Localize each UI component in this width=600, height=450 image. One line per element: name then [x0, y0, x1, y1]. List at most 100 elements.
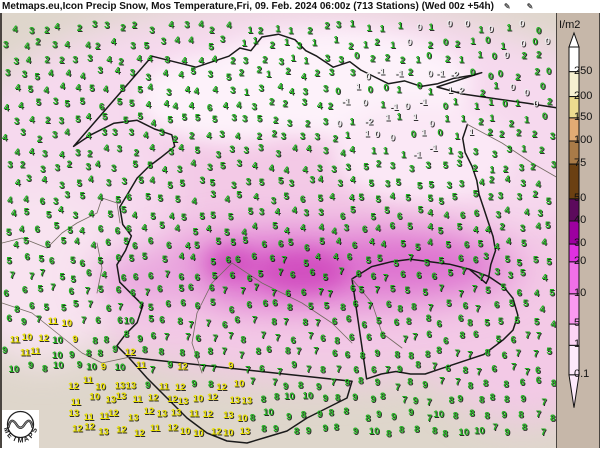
svg-text:8: 8	[177, 316, 183, 327]
svg-text:3: 3	[26, 173, 31, 184]
svg-text:7: 7	[455, 377, 460, 388]
svg-text:6: 6	[290, 269, 295, 280]
svg-text:6: 6	[332, 316, 337, 327]
svg-text:5: 5	[121, 205, 127, 216]
svg-text:4: 4	[136, 54, 142, 65]
svg-text:3: 3	[112, 127, 117, 138]
svg-text:10: 10	[180, 426, 191, 437]
svg-text:12: 12	[108, 408, 119, 419]
svg-text:4: 4	[191, 196, 197, 207]
svg-text:4: 4	[162, 164, 168, 175]
svg-text:2: 2	[445, 54, 450, 65]
svg-text:3: 3	[483, 251, 488, 262]
svg-text:3: 3	[287, 118, 292, 129]
svg-text:3: 3	[130, 41, 135, 52]
svg-text:2: 2	[480, 88, 485, 99]
svg-text:4: 4	[15, 177, 21, 188]
svg-text:6: 6	[458, 313, 463, 324]
svg-text:7: 7	[222, 346, 227, 357]
svg-text:5: 5	[546, 196, 552, 207]
svg-text:5: 5	[478, 238, 484, 249]
svg-text:7: 7	[479, 272, 484, 283]
svg-text:6: 6	[380, 330, 385, 341]
svg-text:5: 5	[428, 180, 434, 191]
svg-text:6: 6	[362, 224, 367, 235]
svg-text:0: 0	[383, 83, 388, 94]
svg-text:3: 3	[14, 116, 19, 127]
svg-text:0: 0	[374, 129, 379, 140]
svg-text:2: 2	[307, 26, 312, 37]
svg-text:5: 5	[452, 191, 458, 202]
svg-text:4: 4	[60, 81, 66, 92]
svg-text:4: 4	[212, 54, 218, 65]
svg-text:6: 6	[474, 208, 479, 219]
svg-text:5: 5	[417, 181, 423, 192]
svg-text:8: 8	[442, 429, 448, 440]
svg-text:8: 8	[271, 317, 277, 328]
svg-text:9: 9	[323, 393, 328, 404]
svg-text:S: S	[31, 427, 39, 434]
svg-text:8: 8	[394, 349, 400, 360]
svg-text:5: 5	[498, 316, 504, 327]
svg-text:3: 3	[473, 147, 478, 158]
svg-text:4: 4	[143, 130, 149, 141]
svg-text:2: 2	[262, 54, 267, 65]
svg-text:5: 5	[28, 84, 34, 95]
svg-text:6: 6	[229, 305, 234, 316]
svg-text:6: 6	[269, 253, 274, 264]
svg-text:8: 8	[14, 304, 20, 315]
svg-text:2: 2	[77, 23, 82, 34]
svg-text:4: 4	[174, 223, 180, 234]
svg-text:3: 3	[184, 19, 189, 30]
svg-text:1: 1	[288, 25, 294, 36]
svg-text:9: 9	[345, 378, 350, 389]
svg-text:5: 5	[212, 114, 218, 125]
svg-text:7: 7	[439, 283, 444, 294]
svg-text:4: 4	[14, 147, 20, 158]
svg-text:0: 0	[368, 84, 373, 95]
svg-text:7: 7	[261, 330, 266, 341]
svg-text:5: 5	[175, 194, 181, 205]
svg-text:10: 10	[52, 335, 63, 346]
svg-text:5: 5	[248, 206, 254, 217]
svg-text:9: 9	[112, 344, 117, 355]
svg-text:3: 3	[111, 163, 116, 174]
svg-text:4: 4	[206, 224, 212, 235]
svg-text:3: 3	[208, 69, 213, 80]
svg-text:8: 8	[302, 317, 308, 328]
svg-text:12: 12	[134, 428, 145, 439]
svg-text:2: 2	[44, 25, 49, 36]
svg-text:5: 5	[363, 162, 369, 173]
svg-text:5: 5	[272, 220, 278, 231]
svg-text:2: 2	[489, 175, 494, 186]
svg-text:5: 5	[6, 256, 12, 267]
svg-text:5: 5	[59, 272, 65, 283]
svg-text:1: 1	[303, 56, 309, 67]
svg-text:3: 3	[207, 162, 212, 173]
svg-text:3: 3	[517, 192, 522, 203]
svg-text:1: 1	[453, 97, 459, 108]
svg-text:5: 5	[438, 226, 444, 237]
svg-text:7: 7	[458, 289, 463, 300]
svg-text:0: 0	[426, 50, 431, 61]
svg-text:5: 5	[448, 267, 454, 278]
svg-text:5: 5	[375, 194, 381, 205]
svg-text:3: 3	[106, 177, 111, 188]
svg-text:2: 2	[376, 158, 381, 169]
svg-text:5: 5	[129, 98, 135, 109]
svg-text:6: 6	[159, 314, 164, 325]
svg-text:4: 4	[185, 241, 191, 252]
svg-text:1: 1	[428, 22, 434, 33]
svg-text:3: 3	[278, 57, 283, 68]
svg-text:3: 3	[390, 160, 395, 171]
svg-text:2: 2	[370, 54, 375, 65]
svg-text:0: 0	[502, 98, 507, 109]
svg-text:4: 4	[236, 100, 242, 111]
svg-text:6: 6	[400, 269, 405, 280]
svg-text:8: 8	[329, 407, 335, 418]
svg-text:8: 8	[407, 377, 413, 388]
svg-text:4: 4	[284, 165, 290, 176]
svg-text:6: 6	[346, 314, 351, 325]
svg-text:13: 13	[115, 380, 126, 391]
svg-text:5: 5	[117, 97, 123, 108]
